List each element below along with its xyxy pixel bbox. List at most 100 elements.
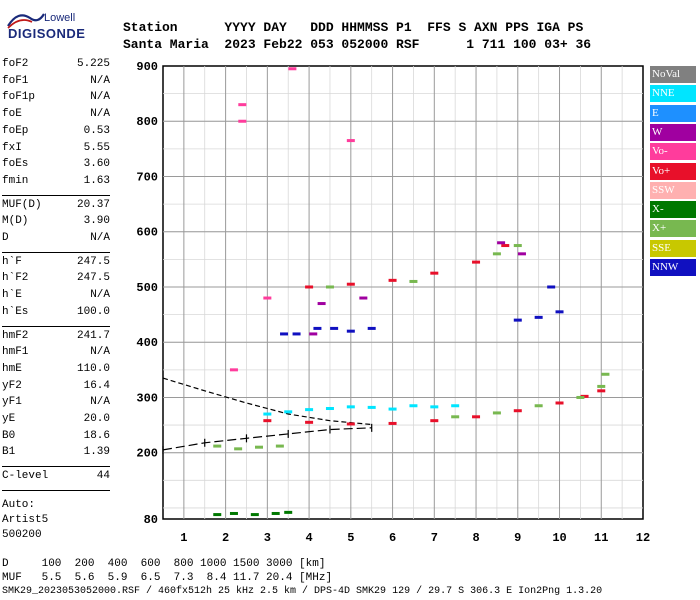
param-divider: [2, 466, 110, 468]
param-value: N/A: [90, 232, 110, 244]
echo-point: [229, 368, 238, 372]
param-name: B0: [2, 429, 16, 442]
legend-entry: NoVal: [650, 66, 696, 83]
param-row: B0 18.6: [2, 430, 110, 446]
echo-point: [213, 513, 222, 517]
param-name: foF2: [2, 58, 29, 70]
x-tick-label: 5: [347, 531, 354, 545]
echo-point: [409, 279, 418, 283]
echo-point: [255, 445, 263, 449]
echo-point: [492, 411, 501, 415]
param-row: foF1 N/A: [2, 75, 110, 91]
header-values: Santa Maria 2023 Feb22 053 052000 RSF 1 …: [123, 37, 592, 52]
param-row: foF1p N/A: [2, 91, 110, 107]
echo-point: [359, 296, 368, 300]
echo-point: [430, 405, 439, 409]
param-name: yE: [2, 413, 16, 425]
y-tick-label: 700: [136, 170, 158, 184]
param-row: foF2 5.225: [2, 58, 110, 74]
logo-text-digisonde: DIGISONDE: [8, 26, 86, 41]
echo-point: [346, 282, 355, 286]
param-row: fxI 5.55: [2, 142, 110, 158]
param-value: 241.7: [76, 329, 110, 342]
legend-entry: X-: [650, 201, 696, 219]
param-value: N/A: [90, 108, 110, 121]
digisonde-logo: Lowell DIGISONDE: [6, 8, 116, 48]
param-row: h`F 247.5: [2, 256, 110, 272]
param-name: MUF(D): [2, 198, 42, 211]
x-tick-label: 3: [264, 531, 271, 545]
param-name: h`F: [2, 255, 22, 268]
echo-point: [325, 407, 334, 411]
param-row: C-level 44: [2, 470, 110, 486]
param-row: foEs 3.60: [2, 158, 110, 174]
plot-area: [162, 65, 644, 520]
param-name: B1: [2, 446, 16, 459]
echo-point: [555, 401, 564, 405]
echo-point: [601, 372, 610, 376]
x-tick-label: 1: [180, 531, 187, 545]
echo-point: [534, 315, 543, 319]
legend-entry: SSW: [650, 181, 696, 199]
echo-point: [305, 285, 314, 289]
param-value: 3.60: [83, 158, 110, 171]
y-tick-label: 800: [136, 115, 158, 129]
x-tick-label: 8: [472, 531, 479, 545]
file-info-footer: SMK29_2023053052000.RSF / 460fx512h 25 k…: [2, 586, 603, 597]
echo-point: [275, 444, 284, 448]
echo-point: [534, 404, 543, 408]
echo-point: [238, 119, 247, 123]
param-divider: [2, 194, 110, 196]
param-name: foF1p: [2, 91, 36, 104]
param-row: hmF1 N/A: [2, 346, 110, 362]
y-tick-label: 600: [136, 226, 158, 240]
echo-point: [513, 409, 522, 413]
param-divider: [2, 251, 110, 253]
echo-point: [513, 318, 522, 322]
echo-point: [346, 405, 355, 409]
param-value: 16.4: [83, 379, 110, 392]
param-value: 100.0: [76, 305, 110, 318]
x-tick-label: 12: [636, 531, 650, 545]
logo-text-lowell: Lowell: [44, 12, 76, 24]
echo-point: [451, 404, 460, 408]
param-value: 3.90: [83, 215, 110, 228]
param-row: D N/A: [2, 232, 110, 248]
echo-point: [234, 447, 243, 451]
param-divider: [2, 325, 110, 327]
echo-point: [492, 252, 501, 256]
echo-point: [346, 139, 355, 143]
muf-row: MUF 5.5 5.6 5.9 6.5 7.3 8.4 11.7 20.4 [M…: [2, 572, 333, 584]
y-tick-label: 400: [136, 336, 158, 350]
param-row: yF2 16.4: [2, 380, 110, 396]
param-name: hmF2: [2, 329, 29, 342]
echo-point: [388, 421, 397, 425]
param-name: fxI: [2, 141, 22, 154]
echo-point: [250, 513, 259, 517]
param-row: foE N/A: [2, 108, 110, 124]
echo-point: [280, 332, 289, 336]
echo-point: [513, 244, 522, 248]
echo-point: [309, 332, 318, 336]
param-row: h`Es 100.0: [2, 306, 110, 322]
legend-entry: NNE: [650, 85, 696, 103]
x-tick-label: 2: [222, 531, 229, 545]
echo-point: [497, 241, 506, 245]
echo-point: [430, 419, 439, 423]
param-value: 1.63: [83, 174, 110, 187]
autoscaling-line: 500200: [2, 528, 42, 541]
echo-point: [317, 302, 326, 306]
legend-entry: NNW: [650, 259, 696, 276]
echo-point: [388, 407, 397, 411]
param-row: hmE 110.0: [2, 363, 110, 379]
echo-point: [597, 384, 606, 388]
echo-point: [284, 510, 293, 514]
param-row: hmF2 241.7: [2, 330, 110, 346]
x-trace-line: [162, 427, 372, 451]
distance-row: D 100 200 400 600 800 1000 1500 3000 [km…: [2, 558, 326, 570]
echo-point: [501, 244, 510, 248]
param-name: C-level: [2, 470, 49, 483]
autoscaling-line: Auto:: [2, 498, 36, 511]
param-row: h`F2 247.5: [2, 272, 110, 288]
param-name: h`F2: [2, 272, 29, 285]
